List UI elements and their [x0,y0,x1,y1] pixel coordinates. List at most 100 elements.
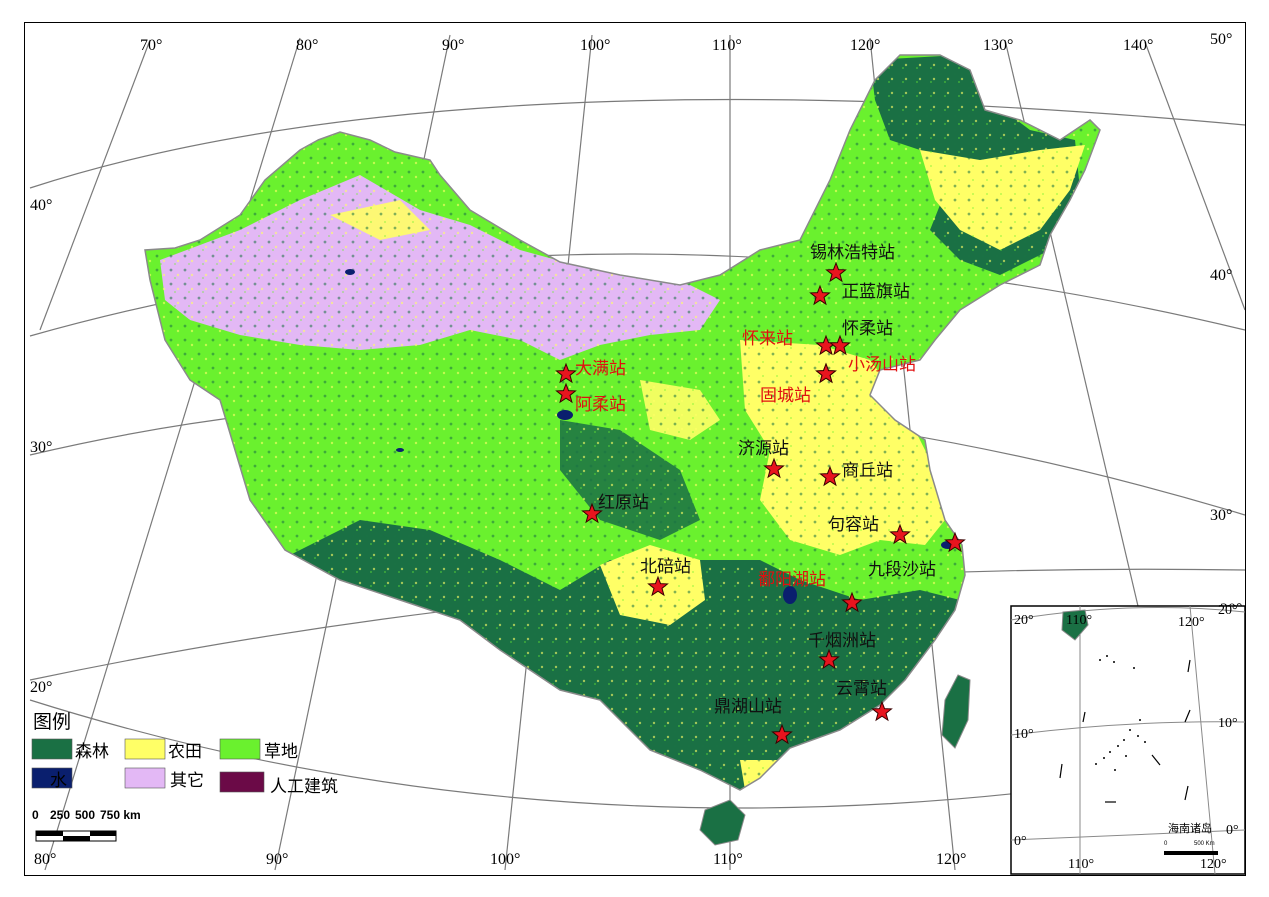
tick-top: 90° [442,37,464,54]
station-label: 怀来站 [742,329,793,349]
station-label: 阿柔站 [575,395,626,415]
station-star-marker [555,362,577,384]
station-labels: 锡林浩特站 正蓝旗站 怀来站 怀柔站 小汤山站 固城站 大满站 阿柔站 济源站 … [575,243,936,717]
station-label: 正蓝旗站 [842,282,910,302]
station-star-marker [944,531,966,553]
station-label: 商丘站 [842,461,893,481]
hainan-island [699,799,746,846]
inset-tick: 10° [1218,716,1238,731]
legend-title: 图例 [33,711,71,733]
tick-right: 30° [1210,507,1232,524]
station-star-marker [647,575,669,597]
legend-swatch-water [31,767,73,789]
station-label: 锡林浩特站 [810,243,895,263]
legend-label: 森林 [75,742,109,762]
legend-label: 草地 [264,742,298,762]
station-label: 九段沙站 [868,560,936,580]
station-star-marker [581,502,603,524]
station-star-marker [819,465,841,487]
station-label: 北碚站 [640,557,691,577]
inset-frame [1010,605,1246,875]
tick-top: 140° [1123,37,1153,54]
legend-swatch-grassland [219,738,261,760]
tick-top: 100° [580,37,610,54]
tick-left: 20° [30,679,52,696]
inset-tick: 10° [1014,727,1034,742]
tick-top: 70° [140,37,162,54]
station-label: 小汤山站 [848,355,916,375]
legend-label: 水 [50,771,67,791]
tick-left: 30° [30,439,52,456]
inset-scale-label: 500 Km [1194,841,1215,847]
inset-title: 海南诸岛 [1168,821,1212,835]
tick-top: 120° [850,37,880,54]
legend-swatch-forest [31,738,73,760]
tick-top: 130° [983,37,1013,54]
station-label: 句容站 [828,515,879,535]
inset-tick: 20° [1014,613,1034,628]
station-star-marker [763,457,785,479]
station-label: 大满站 [575,359,626,379]
legend-label: 人工建筑 [270,777,338,797]
tick-top: 50° [1210,31,1232,48]
station-label: 红原站 [598,493,649,513]
tick-labels: 70° 80° 90° 100° 110° 120° 130° 140° 50°… [30,31,1242,868]
tick-left: 40° [30,197,52,214]
lake [396,448,404,452]
station-label: 云霄站 [836,679,887,699]
tick-bottom: 80° [34,851,56,868]
inset-tick: 120° [1178,615,1205,630]
legend-label: 其它 [170,771,204,791]
station-star-marker [555,382,577,404]
station-star-marker [818,648,840,670]
tick-right: 40° [1210,267,1232,284]
scale-label: 250 [50,808,70,822]
station-star-marker [871,700,893,722]
station-label: 固城站 [760,386,811,406]
lake [783,586,797,604]
station-star-marker [889,523,911,545]
lake [557,410,573,420]
lake [835,143,841,147]
scale-bar: 0 250 500 750 km [32,808,141,842]
scale-label: 750 km [100,808,141,822]
legend-label: 农田 [168,742,202,762]
tick-bottom: 100° [490,851,520,868]
texture-overlay [145,55,1100,790]
inset-tick: 0° [1014,834,1027,849]
legend-swatch-other [124,767,166,789]
taiwan-island [941,674,971,749]
inset-tick: 0° [1226,823,1239,838]
inset-tick: 110° [1066,613,1092,628]
station-label: 千烟洲站 [808,631,876,651]
tick-top: 80° [296,37,318,54]
station-star-marker [771,723,793,745]
station-label: 济源站 [738,439,789,459]
station-label: 鄱阳湖站 [758,570,826,590]
legend-swatch-builtup [219,771,265,793]
tick-bottom: 110° [713,851,743,868]
china-outline [144,54,1101,791]
station-label: 怀柔站 [842,319,893,339]
tick-bottom: 90° [266,851,288,868]
tick-top: 110° [712,37,742,54]
tick-bottom: 120° [936,851,966,868]
inset-map: 20° 10° 0° 110° 120° 20° 10° 0° 110° 120… [1010,603,1246,875]
lake [345,269,355,275]
station-star-marker [829,334,851,356]
legend: 图例 森林 农田 草地 水 其它 人工建筑 [31,711,338,797]
inset-scale-bar [1164,851,1218,855]
station-label: 鼎湖山站 [714,697,782,717]
inset-tick: 110° [1068,857,1094,872]
legend-swatch-farmland [124,738,166,760]
scale-label: 500 [75,808,95,822]
station-star-marker [809,284,831,306]
station-star-marker [815,362,837,384]
inset-tick: 120° [1200,857,1227,872]
station-markers [555,261,966,745]
inset-scale-label: 0 [1164,841,1168,847]
station-star-marker [841,591,863,613]
station-star-marker [825,261,847,283]
scale-label: 0 [32,808,39,822]
